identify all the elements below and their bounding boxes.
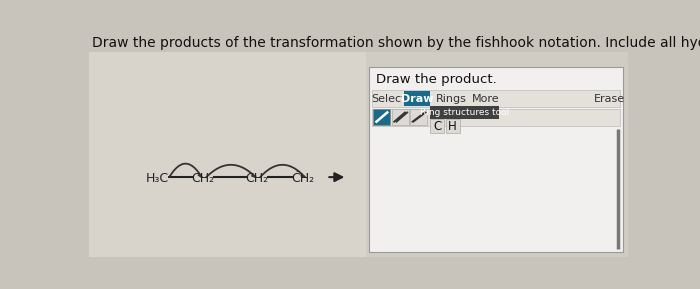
FancyBboxPatch shape [90,35,629,257]
FancyBboxPatch shape [392,109,409,125]
Text: Draw: Draw [401,94,433,103]
FancyBboxPatch shape [404,91,430,106]
Text: H: H [448,120,457,133]
FancyBboxPatch shape [430,106,499,119]
Text: Draw the products of the transformation shown by the fishhook notation. Include : Draw the products of the transformation … [92,36,700,50]
Text: More: More [472,94,500,103]
Text: CH₂: CH₂ [192,172,215,185]
FancyBboxPatch shape [430,119,444,133]
Text: Draw the product.: Draw the product. [377,73,497,86]
FancyBboxPatch shape [90,52,367,257]
Text: Rings: Rings [435,94,467,103]
FancyBboxPatch shape [369,67,623,252]
Text: C: C [433,120,442,133]
Text: H₃C: H₃C [146,172,169,185]
FancyBboxPatch shape [372,90,620,107]
Text: CH₂: CH₂ [246,172,269,185]
Text: ĊH₂: ĊH₂ [292,172,315,185]
FancyBboxPatch shape [373,109,391,125]
FancyBboxPatch shape [372,109,620,125]
Text: Erase: Erase [594,94,624,103]
FancyBboxPatch shape [90,35,629,52]
FancyBboxPatch shape [446,119,460,133]
FancyBboxPatch shape [410,109,427,125]
Text: Select: Select [372,94,406,103]
Text: Ring structures tool: Ring structures tool [419,108,509,117]
